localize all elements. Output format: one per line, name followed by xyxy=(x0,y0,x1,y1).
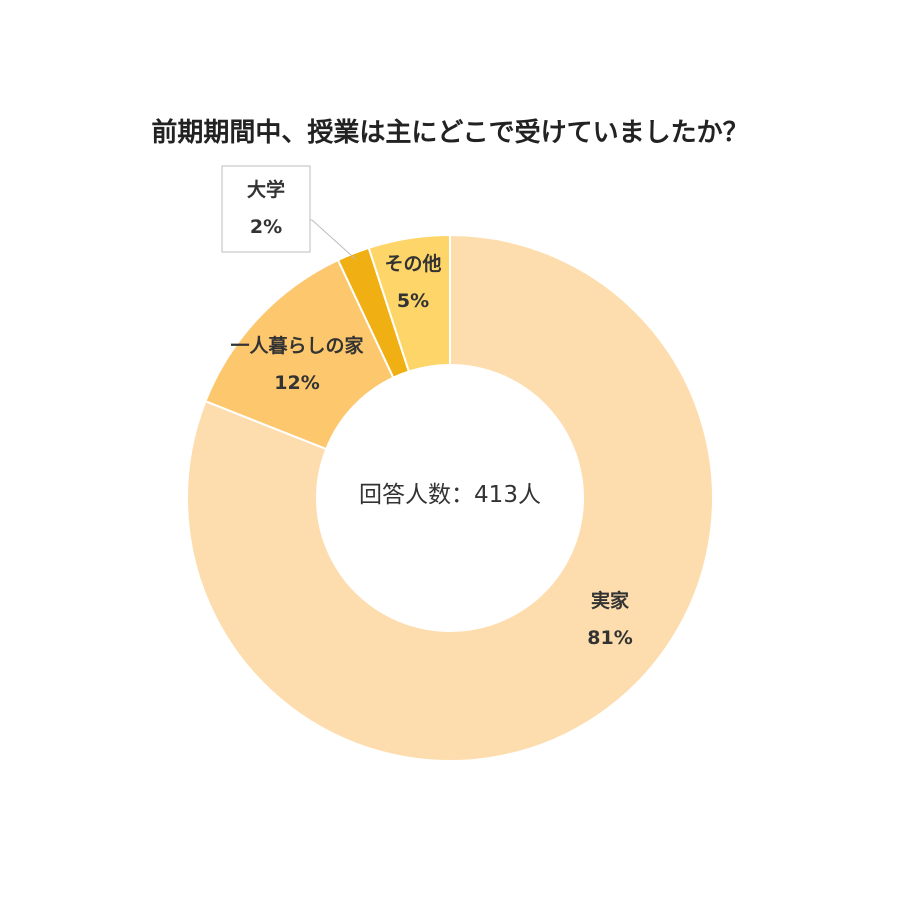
slices-layer xyxy=(186,233,714,762)
slice-3-value-label: 2% xyxy=(250,216,282,238)
slice-3-name-label: 大学 xyxy=(247,178,285,201)
slice-2-name-label: 一人暮らしの家 xyxy=(230,334,364,357)
center-label: 回答人数：413人 xyxy=(359,482,541,508)
slice-1-name-label: 実家 xyxy=(591,589,630,612)
slice-2-value-label: 12% xyxy=(274,372,319,394)
chart-title: 前期期間中、授業は主にどこで受けていましたか？ xyxy=(151,117,748,148)
slice-1-value-label: 81% xyxy=(587,627,632,649)
slice-1-arc xyxy=(186,233,714,762)
slice-4-arc xyxy=(367,233,451,373)
slice-4-name-label: その他 xyxy=(384,252,441,275)
slice-3-callout-box xyxy=(221,165,311,253)
slice-4-value-label: 5% xyxy=(397,290,429,312)
labels-layer: 実家 81% 一人暮らしの家 12% 大学 2% その他 5% xyxy=(221,165,633,649)
